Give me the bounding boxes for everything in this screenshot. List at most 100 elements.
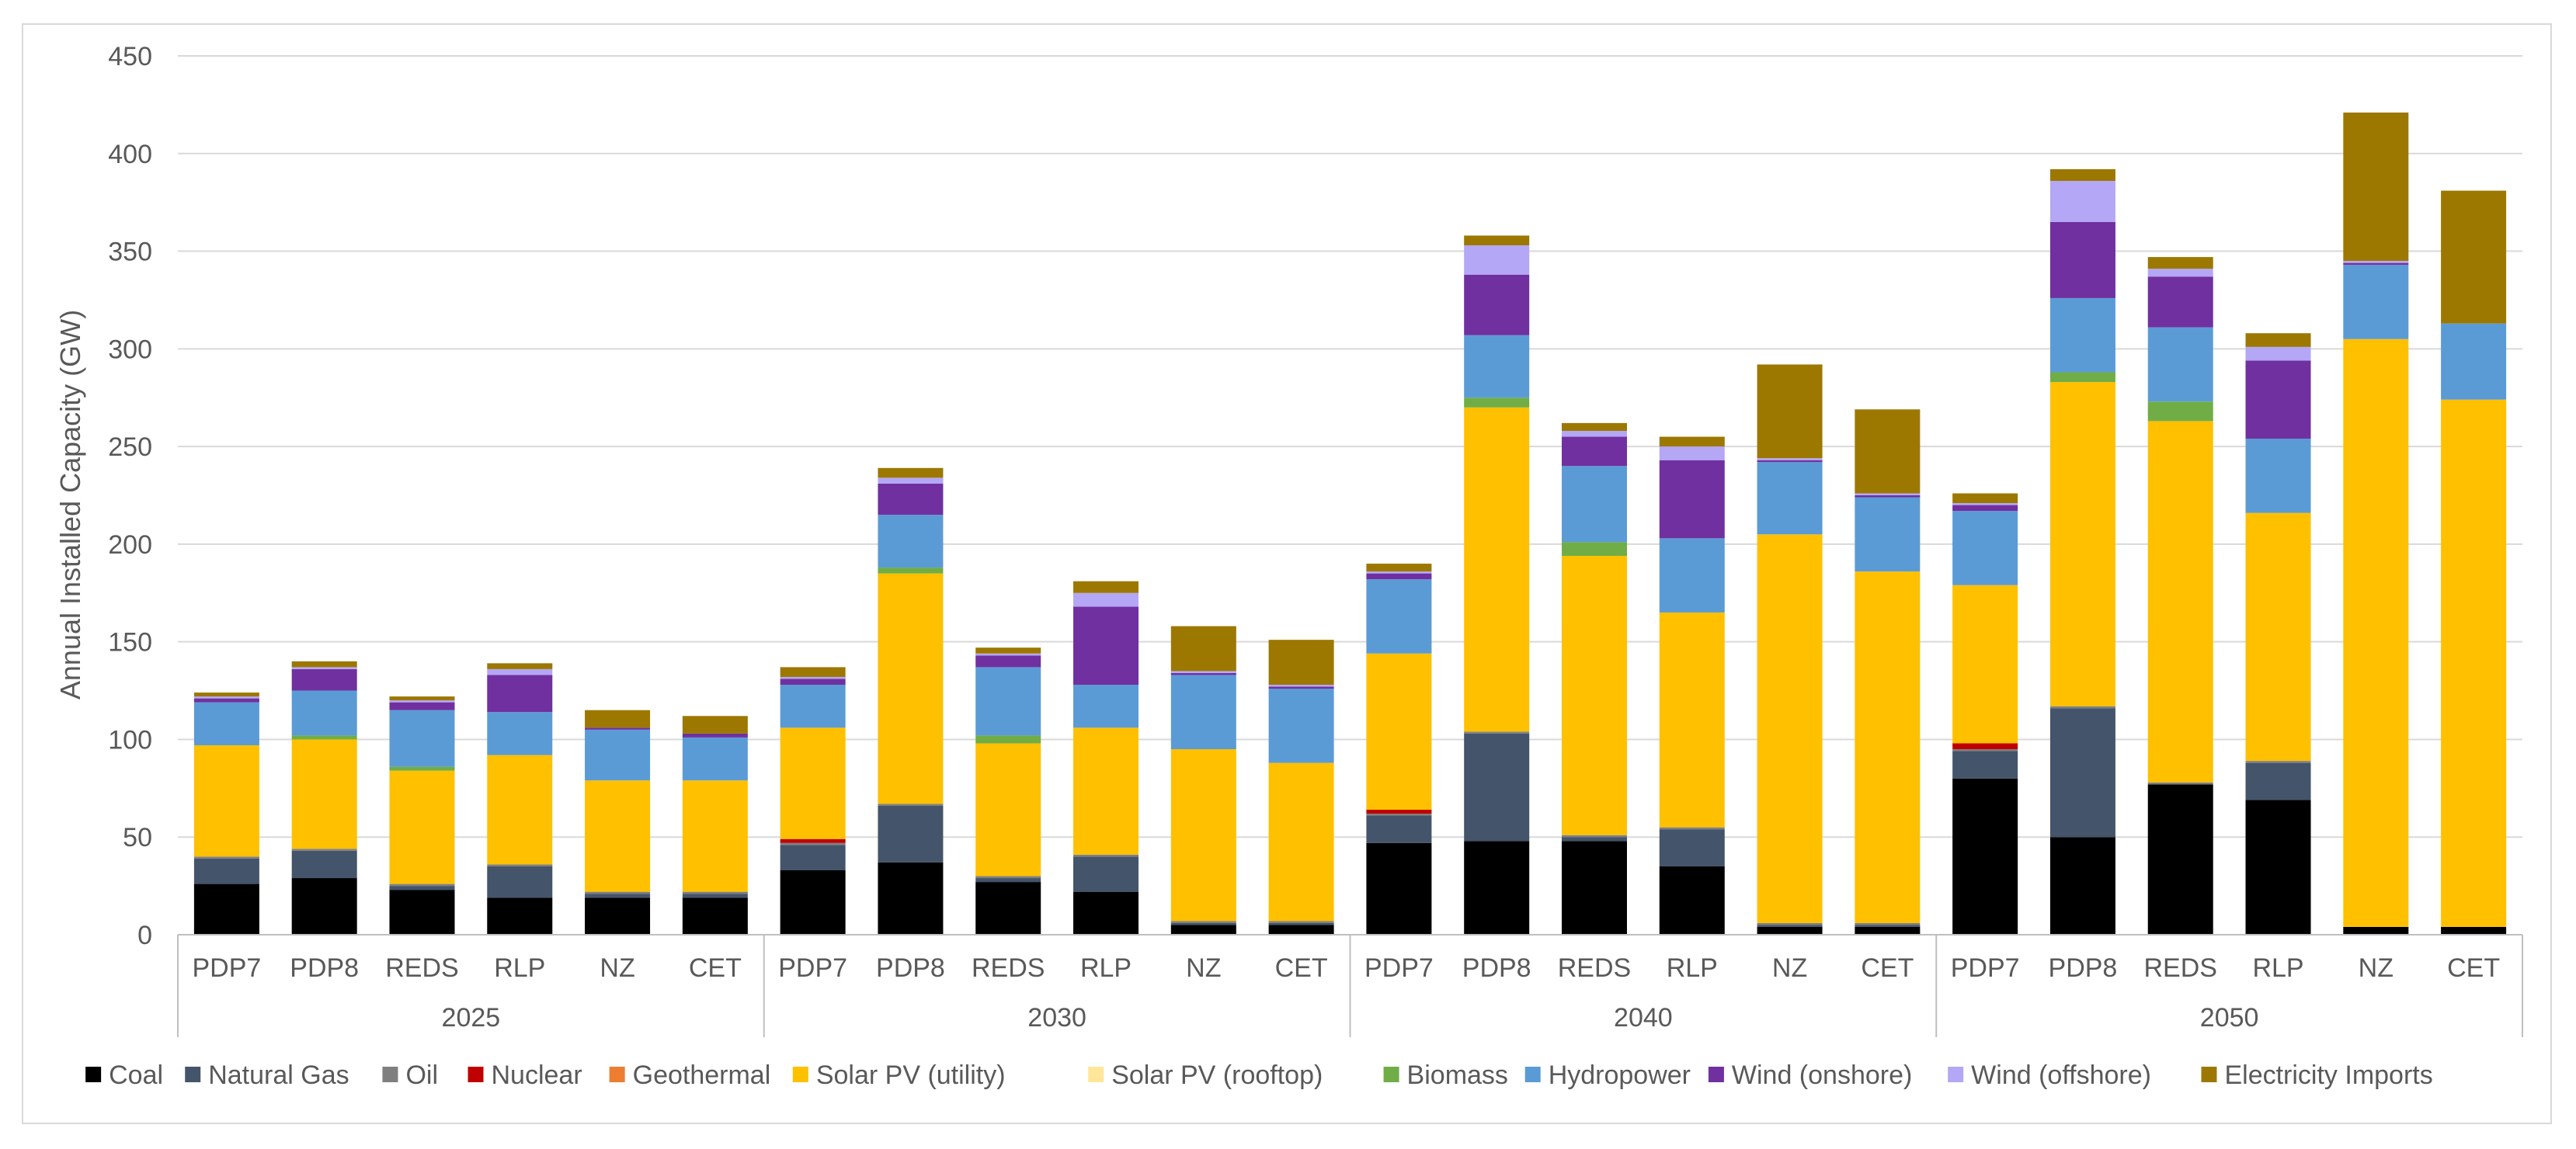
bar-segment-oil — [193, 856, 259, 859]
legend-label: Hydropower — [1549, 1060, 1691, 1090]
bar-segment-wind-offshore — [1757, 458, 1823, 460]
bar-segment-oil — [1757, 922, 1823, 925]
bar-segment-hydropower — [780, 685, 846, 728]
x-tick-label: REDS — [1558, 953, 1631, 983]
bar-segment-nuclear — [1952, 743, 2018, 750]
bar-segment-solar-pv-utility — [878, 573, 944, 804]
bar-segment-electricity-imports — [2147, 257, 2213, 269]
bar-segment-coal — [975, 882, 1041, 935]
bar-segment-wind-offshore — [975, 653, 1041, 656]
bar-segment-wind-offshore — [1170, 671, 1236, 673]
bar-segment-solar-pv-utility — [193, 745, 259, 857]
bar-segment-electricity-imports — [1855, 409, 1921, 494]
legend-item: Electricity Imports — [2201, 1060, 2433, 1090]
legend-swatch — [1948, 1067, 1964, 1082]
bar-segment-solar-pv-utility — [585, 780, 651, 892]
bar-segment-wind-onshore — [1659, 460, 1725, 539]
bar-segment-wind-offshore — [291, 667, 357, 669]
bar-segment-wind-offshore — [2245, 346, 2311, 361]
bar-segment-coal — [2245, 800, 2311, 935]
x-axis: PDP7 PDP8 REDS RLP NZ CET PDP7 PDP8 REDS RLP NZ CET… — [177, 934, 2523, 1037]
bar-segment-oil — [1855, 922, 1921, 925]
legend-swatch — [1088, 1067, 1104, 1082]
bar-segment-electricity-imports — [585, 710, 651, 728]
bar-segment-wind-onshore — [1073, 606, 1139, 686]
bar-segment-solar-pv-utility — [2049, 382, 2115, 706]
legend-item: Biomass — [1383, 1060, 1508, 1090]
bar-segment-oil — [1073, 854, 1139, 857]
bar-segment-hydropower — [1659, 538, 1725, 613]
bar-segment-hydropower — [193, 702, 259, 745]
bar-segment-solar-pv-utility — [2343, 338, 2409, 927]
bar-segment-wind-offshore — [193, 696, 259, 699]
bar-segment-oil — [291, 849, 357, 851]
bar-segment-electricity-imports — [487, 663, 553, 669]
legend-swatch — [792, 1067, 808, 1082]
bar-segment-wind-offshore — [1366, 571, 1432, 574]
legend-swatch — [1708, 1067, 1724, 1082]
y-tick-label: 100 — [108, 725, 152, 755]
bar-segment-natural-gas — [682, 894, 748, 898]
bar-segment-hydropower — [389, 710, 455, 767]
bar-segment-wind-offshore — [1659, 446, 1725, 460]
bar-segment-oil — [975, 876, 1041, 879]
legend-item: Solar PV (utility) — [792, 1060, 1006, 1090]
legend-swatch — [382, 1067, 398, 1082]
legend-label: Biomass — [1407, 1060, 1508, 1090]
bar-segment-biomass — [975, 735, 1041, 744]
legend-item: Wind (offshore) — [1948, 1060, 2151, 1090]
bar-segment-hydropower — [2147, 327, 2213, 402]
bar-segment-oil — [1366, 814, 1432, 816]
x-tick-label: PDP8 — [290, 953, 359, 983]
bar-segment-solar-pv-utility — [1464, 407, 1530, 732]
bar-segment-oil — [682, 891, 748, 894]
bar-segment-wind-offshore — [878, 477, 944, 484]
bar-segment-solar-pv-utility — [1952, 585, 2018, 744]
y-tick-label: 300 — [108, 335, 152, 364]
legend-swatch — [185, 1067, 201, 1082]
bar-segment-wind-onshore — [193, 698, 259, 703]
x-group-label: 2050 — [2200, 1003, 2259, 1033]
bar-segment-electricity-imports — [2049, 168, 2115, 181]
bar-segment-coal — [1366, 842, 1432, 935]
bar-segment-biomass — [389, 766, 455, 771]
bar-segment-wind-offshore — [1855, 493, 1921, 495]
bar-segment-solar-pv-utility — [1073, 727, 1139, 855]
legend-item: Coal — [85, 1060, 163, 1090]
bar-segment-electricity-imports — [389, 696, 455, 701]
legend-swatch — [609, 1067, 625, 1082]
bar-segment-coal — [2049, 837, 2115, 935]
bar-segment-wind-onshore — [389, 702, 455, 710]
bar-segment-oil — [1952, 749, 2018, 752]
bar-segment-wind-onshore — [2343, 262, 2409, 266]
y-tick-label: 450 — [108, 42, 152, 71]
x-tick-label: REDS — [972, 953, 1045, 983]
bar-segment-wind-onshore — [1268, 686, 1334, 689]
bar-segment-solar-pv-utility — [780, 727, 846, 839]
legend-label: Solar PV (rooftop) — [1111, 1060, 1323, 1090]
x-tick-label: RLP — [1667, 953, 1718, 983]
bar-segment-wind-onshore — [2245, 360, 2311, 439]
bar-segment-hydropower — [975, 667, 1041, 736]
bar-segment-coal — [1268, 925, 1334, 935]
bar-segment-nuclear — [1366, 810, 1432, 814]
bar-segment-hydropower — [487, 712, 553, 755]
x-tick-label: REDS — [2143, 953, 2216, 983]
bar-segment-electricity-imports — [1268, 640, 1334, 686]
x-tick-label: PDP7 — [192, 953, 261, 983]
bar-segment-coal — [2441, 926, 2507, 935]
bar-segment-solar-pv-utility — [975, 743, 1041, 877]
bar-segment-wind-offshore — [1268, 685, 1334, 687]
x-tick-label: PDP7 — [778, 953, 847, 983]
bar-segment-coal — [1561, 841, 1627, 935]
bar-segment-oil — [487, 864, 553, 866]
bar-segment-coal — [193, 883, 259, 935]
bar-segment-coal — [878, 862, 944, 935]
bar-segment-natural-gas — [1268, 922, 1334, 925]
bar-segment-natural-gas — [1952, 751, 2018, 779]
bar-segment-coal — [1855, 926, 1921, 935]
bar-segment-natural-gas — [1170, 922, 1236, 925]
bar-segment-wind-offshore — [487, 668, 553, 675]
bar-segment-solar-pv-utility — [2147, 421, 2213, 783]
bar-segment-natural-gas — [291, 850, 357, 879]
